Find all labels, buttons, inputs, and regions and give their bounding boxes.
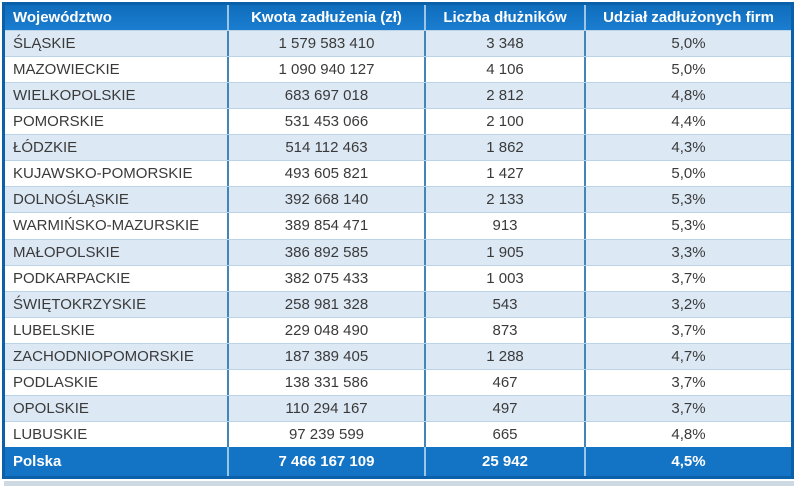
amount-cell: 389 854 471 [229,213,426,239]
amount-cell: 97 239 599 [229,421,426,447]
share-cell: 4,4% [671,113,706,131]
amount-cell: 187 389 405 [229,343,426,369]
debtors-cell: 4 106 [426,57,586,83]
region-cell: WIELKOPOLSKIE [5,83,229,109]
debtors-cell: 467 [426,369,586,395]
total-region-cell: Polska [5,447,229,476]
amount-cell: 138 331 586 [229,369,426,395]
column-header-region: Województwo [5,5,229,30]
amount-cell: 392 668 140 [229,187,426,213]
table-row: MAŁOPOLSKIE 386 892 585 1 905 3,3% [5,239,791,266]
table-row: PODLASKIE 138 331 586 467 3,7% [5,369,791,396]
share-cell: 3,7% [671,321,706,339]
region-cell: POMORSKIE [5,109,229,135]
debtors-cell: 913 [426,213,586,239]
region-cell: MAZOWIECKIE [5,57,229,83]
amount-cell: 110 294 167 [229,395,426,421]
amount-cell: 382 075 433 [229,265,426,291]
debtors-cell: 2 100 [426,109,586,135]
debtors-cell: 873 [426,317,586,343]
share-cell: 3,2% [671,295,706,313]
debtors-cell: 1 427 [426,161,586,187]
share-cell: 5,0% [671,35,706,53]
table-row: LUBUSKIE 97 239 599 665 4,8% [5,421,791,447]
region-cell: DOLNOŚLĄSKIE [5,187,229,213]
region-cell: KUJAWSKO-POMORSKIE [5,161,229,187]
region-cell: PODKARPACKIE [5,265,229,291]
amount-cell: 386 892 585 [229,239,426,265]
amount-cell: 514 112 463 [229,135,426,161]
share-cell: 4,7% [671,347,706,365]
table-header-row: Województwo Kwota zadłużenia (zł) Liczba… [5,5,791,31]
share-cell: 5,0% [671,61,706,79]
share-cell: 3,3% [671,243,706,261]
debtors-cell: 2 812 [426,83,586,109]
region-cell: OPOLSKIE [5,395,229,421]
debtors-cell: 1 862 [426,135,586,161]
region-cell: MAŁOPOLSKIE [5,239,229,265]
amount-cell: 229 048 490 [229,317,426,343]
table-row: WARMIŃSKO-MAZURSKIE 389 854 471 913 5,3% [5,213,791,240]
total-debtors-cell: 25 942 [426,447,586,476]
table-row: ŁÓDZKIE 514 112 463 1 862 4,3% [5,135,791,162]
amount-cell: 258 981 328 [229,291,426,317]
amount-cell: 1 090 940 127 [229,57,426,83]
total-amount-cell: 7 466 167 109 [229,447,426,476]
debtors-cell: 1 905 [426,239,586,265]
share-cell: 5,3% [671,191,706,209]
region-cell: ŚWIĘTOKRZYSKIE [5,291,229,317]
debtors-cell: 3 348 [426,31,586,57]
column-header-share: Udział zadłużonych firm [603,9,774,26]
table-row: MAZOWIECKIE 1 090 940 127 4 106 5,0% [5,57,791,84]
total-share-cell: 4,5% [671,453,706,470]
amount-cell: 1 579 583 410 [229,31,426,57]
table-row: LUBELSKIE 229 048 490 873 3,7% [5,317,791,344]
amount-cell: 493 605 821 [229,161,426,187]
table-row: ŚLĄSKIE 1 579 583 410 3 348 5,0% [5,31,791,58]
debtors-cell: 1 003 [426,265,586,291]
share-cell: 3,7% [671,269,706,287]
debtors-cell: 497 [426,395,586,421]
region-cell: PODLASKIE [5,369,229,395]
share-cell: 4,8% [671,425,706,443]
table-row: ZACHODNIOPOMORSKIE 187 389 405 1 288 4,7… [5,343,791,370]
debtors-cell: 1 288 [426,343,586,369]
column-header-debtors: Liczba dłużników [426,5,586,30]
table-row: PODKARPACKIE 382 075 433 1 003 3,7% [5,265,791,292]
debt-by-voivodeship-table: Województwo Kwota zadłużenia (zł) Liczba… [2,2,794,479]
debtors-cell: 665 [426,421,586,447]
share-cell: 5,3% [671,217,706,235]
region-cell: LUBUSKIE [5,421,229,447]
table-row: ŚWIĘTOKRZYSKIE 258 981 328 543 3,2% [5,291,791,318]
region-cell: LUBELSKIE [5,317,229,343]
share-cell: 3,7% [671,373,706,391]
region-cell: ŚLĄSKIE [5,31,229,57]
table-drop-shadow [4,481,794,486]
column-header-amount: Kwota zadłużenia (zł) [229,5,426,30]
region-cell: ZACHODNIOPOMORSKIE [5,343,229,369]
amount-cell: 683 697 018 [229,83,426,109]
debtors-cell: 543 [426,291,586,317]
share-cell: 5,0% [671,165,706,183]
amount-cell: 531 453 066 [229,109,426,135]
region-cell: ŁÓDZKIE [5,135,229,161]
table-row: DOLNOŚLĄSKIE 392 668 140 2 133 5,3% [5,187,791,214]
table-row: KUJAWSKO-POMORSKIE 493 605 821 1 427 5,0… [5,161,791,188]
debtors-cell: 2 133 [426,187,586,213]
table-row: WIELKOPOLSKIE 683 697 018 2 812 4,8% [5,83,791,110]
share-cell: 3,7% [671,399,706,417]
share-cell: 4,3% [671,139,706,157]
table-row: POMORSKIE 531 453 066 2 100 4,4% [5,109,791,136]
region-cell: WARMIŃSKO-MAZURSKIE [5,213,229,239]
table-total-row: Polska 7 466 167 109 25 942 4,5% [5,447,791,476]
table-row: OPOLSKIE 110 294 167 497 3,7% [5,395,791,422]
share-cell: 4,8% [671,87,706,105]
